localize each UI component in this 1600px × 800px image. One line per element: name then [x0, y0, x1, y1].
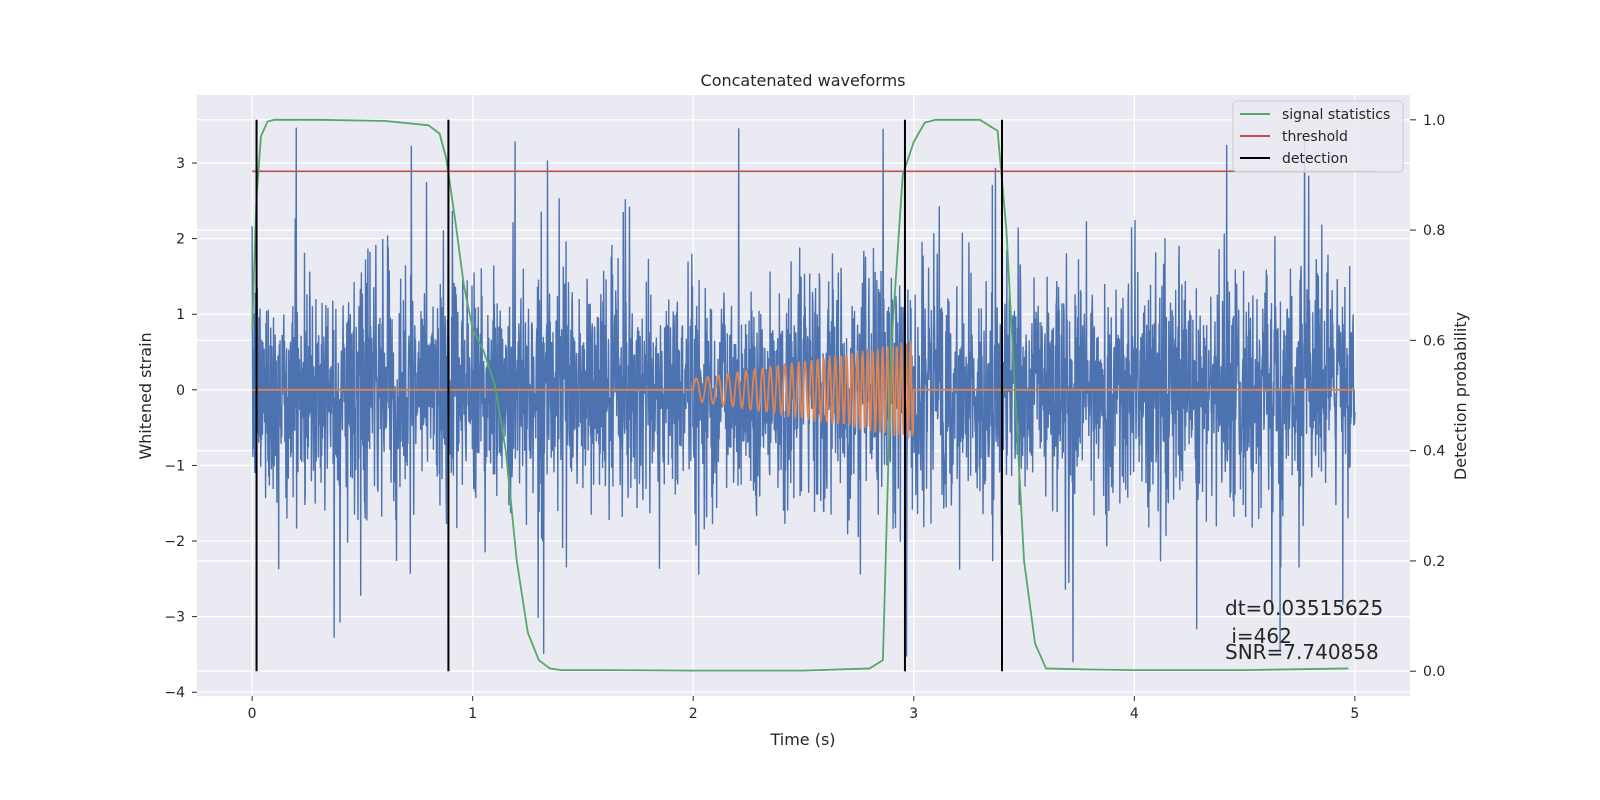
x-tick-label: 2 — [689, 706, 698, 722]
chart-title: Concatenated waveforms — [701, 71, 906, 90]
annotation-snr: SNR=7.740858 — [1225, 640, 1379, 664]
legend: signal statistics threshold detection — [1232, 100, 1404, 173]
y2-tick-label: 0.8 — [1423, 223, 1445, 239]
annotation-block: dt=0.03515625 i=462 SNR=7.740858 — [1225, 596, 1383, 664]
legend-box — [1232, 100, 1404, 173]
y-tick-label: −3 — [164, 610, 185, 626]
y-tick-label: −1 — [164, 458, 185, 474]
legend-signal-statistics-label: signal statistics — [1282, 107, 1390, 123]
y2-tick-label: 1.0 — [1423, 113, 1445, 129]
x-tick-label: 1 — [468, 706, 477, 722]
y-tick-label: 0 — [176, 383, 185, 399]
x-tick-label: 3 — [909, 706, 918, 722]
y-tick-label: −2 — [164, 534, 185, 550]
legend-detection-label: detection — [1282, 151, 1348, 167]
y-axis-label: Whitened strain — [136, 332, 155, 459]
x-tick-label: 4 — [1130, 706, 1139, 722]
y2-tick-label: 0.0 — [1423, 664, 1445, 680]
x-axis-label: Time (s) — [769, 730, 835, 749]
legend-threshold-label: threshold — [1282, 129, 1348, 145]
y2-tick-label: 0.4 — [1423, 444, 1445, 460]
y-tick-label: 3 — [176, 156, 185, 172]
signal-statistics-line — [251, 118, 1349, 672]
y-tick-label: −4 — [164, 685, 185, 701]
data-layer — [251, 118, 1377, 672]
annotation-dt: dt=0.03515625 — [1225, 596, 1383, 620]
axes: 0 1 2 3 4 5 −4 −3 −2 −1 0 1 2 3 0.0 0.2 0.4 0.6 0.8 1.0 — [164, 113, 1445, 722]
annotation-index: i=462 — [1225, 624, 1292, 648]
chirp-template-line — [251, 341, 1356, 439]
y-tick-label: 2 — [176, 232, 185, 248]
y2-tick-label: 0.2 — [1423, 554, 1445, 570]
strain-noise-line — [251, 127, 1356, 663]
x-tick-label: 5 — [1350, 706, 1359, 722]
y2-tick-label: 0.6 — [1423, 333, 1445, 349]
y-tick-label: 1 — [176, 307, 185, 323]
y2-axis-label: Detection probability — [1451, 312, 1470, 480]
x-tick-label: 0 — [248, 706, 257, 722]
